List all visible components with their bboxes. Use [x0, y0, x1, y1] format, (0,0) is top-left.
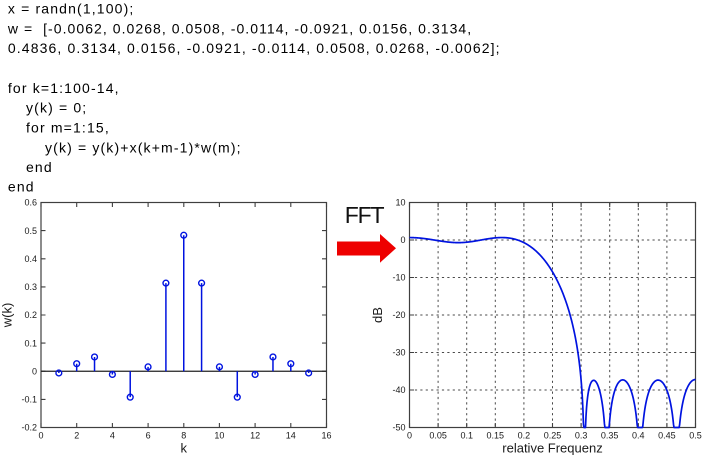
svg-text:0.4836, 0.3134, 0.0156, -0.092: 0.4836, 0.3134, 0.0156, -0.0921, -0.0114…: [8, 40, 501, 56]
svg-text:4: 4: [110, 431, 115, 441]
svg-text:0.2: 0.2: [24, 310, 37, 320]
svg-text:8: 8: [181, 431, 186, 441]
svg-text:0.1: 0.1: [24, 338, 37, 348]
svg-text:end: end: [26, 159, 53, 175]
svg-text:-50: -50: [392, 423, 405, 433]
svg-text:for m=1:15,: for m=1:15,: [26, 120, 110, 136]
svg-text:-10: -10: [392, 273, 405, 283]
svg-text:w = [-0.0062, 0.0268, 0.0508,: w = [-0.0062, 0.0268, 0.0508, -0.0114, -…: [7, 20, 472, 36]
svg-text:-0.2: -0.2: [21, 423, 37, 433]
svg-text:for k=1:100-14,: for k=1:100-14,: [8, 80, 120, 96]
svg-text:0.05: 0.05: [429, 431, 447, 441]
svg-text:0: 0: [32, 366, 37, 376]
svg-text:-0.1: -0.1: [21, 395, 37, 405]
svg-text:0: 0: [400, 235, 405, 245]
svg-text:16: 16: [321, 431, 331, 441]
svg-text:0: 0: [407, 431, 412, 441]
svg-text:14: 14: [286, 431, 296, 441]
svg-text:0.15: 0.15: [487, 431, 505, 441]
svg-text:y(k) = 0;: y(k) = 0;: [26, 100, 87, 116]
svg-text:0.3: 0.3: [575, 431, 588, 441]
svg-text:FFT: FFT: [345, 202, 385, 228]
svg-text:0.3: 0.3: [24, 282, 37, 292]
svg-text:0.4: 0.4: [632, 431, 645, 441]
svg-text:0.2: 0.2: [518, 431, 531, 441]
svg-text:6: 6: [146, 431, 151, 441]
svg-text:0.45: 0.45: [658, 431, 676, 441]
svg-text:2: 2: [74, 431, 79, 441]
svg-text:0.25: 0.25: [544, 431, 562, 441]
svg-text:y(k) = y(k)+x(k+m-1)*w(m);: y(k) = y(k)+x(k+m-1)*w(m);: [45, 139, 242, 155]
svg-text:0.6: 0.6: [24, 198, 37, 208]
svg-text:dB: dB: [370, 307, 385, 323]
svg-text:0.5: 0.5: [689, 431, 702, 441]
svg-text:12: 12: [250, 431, 260, 441]
svg-text:10: 10: [214, 431, 224, 441]
svg-text:0: 0: [38, 431, 43, 441]
svg-text:relative Frequenz: relative Frequenz: [502, 441, 602, 455]
svg-text:w(k): w(k): [0, 303, 15, 329]
svg-text:-20: -20: [392, 310, 405, 320]
svg-text:k: k: [180, 441, 187, 455]
svg-text:0.4: 0.4: [24, 254, 37, 264]
svg-text:end: end: [8, 178, 35, 194]
svg-text:-30: -30: [392, 348, 405, 358]
svg-text:0.5: 0.5: [24, 226, 37, 236]
svg-text:0.35: 0.35: [601, 431, 619, 441]
svg-text:0.1: 0.1: [460, 431, 473, 441]
svg-text:-40: -40: [392, 385, 405, 395]
svg-text:x = randn(1,100);: x = randn(1,100);: [8, 1, 135, 17]
svg-text:10: 10: [395, 198, 405, 208]
